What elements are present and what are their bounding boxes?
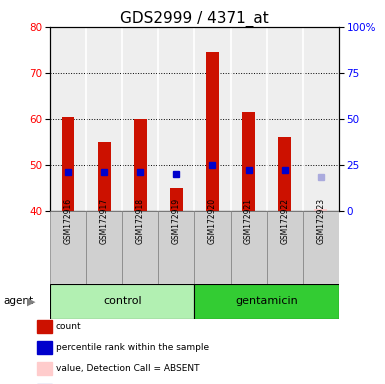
Text: GSM172920: GSM172920 <box>208 198 217 244</box>
Bar <box>170 188 183 211</box>
Bar <box>194 211 231 284</box>
Title: GDS2999 / 4371_at: GDS2999 / 4371_at <box>120 11 269 27</box>
Bar <box>98 142 110 211</box>
Bar <box>86 211 122 284</box>
Text: GSM172918: GSM172918 <box>136 198 145 244</box>
Bar <box>50 284 194 319</box>
Text: percentile rank within the sample: percentile rank within the sample <box>56 343 209 352</box>
Bar <box>315 209 327 211</box>
Text: value, Detection Call = ABSENT: value, Detection Call = ABSENT <box>56 364 199 373</box>
Text: GSM172919: GSM172919 <box>172 198 181 244</box>
Bar <box>50 211 86 284</box>
Bar <box>122 211 158 284</box>
Bar <box>231 211 266 284</box>
Text: GSM172923: GSM172923 <box>316 198 325 244</box>
Bar <box>303 211 339 284</box>
Bar <box>242 112 255 211</box>
Text: count: count <box>56 322 82 331</box>
Bar <box>158 211 194 284</box>
Text: control: control <box>103 296 142 306</box>
Text: GSM172922: GSM172922 <box>280 198 289 244</box>
Bar <box>134 119 147 211</box>
Text: GSM172921: GSM172921 <box>244 198 253 244</box>
Bar <box>194 284 339 319</box>
Bar <box>206 52 219 211</box>
Bar <box>62 117 74 211</box>
Bar <box>278 137 291 211</box>
Text: agent: agent <box>4 296 34 306</box>
Bar <box>266 211 303 284</box>
Text: ▶: ▶ <box>27 296 35 306</box>
Text: gentamicin: gentamicin <box>235 296 298 306</box>
Text: GSM172917: GSM172917 <box>100 198 109 244</box>
Text: GSM172916: GSM172916 <box>64 198 73 244</box>
